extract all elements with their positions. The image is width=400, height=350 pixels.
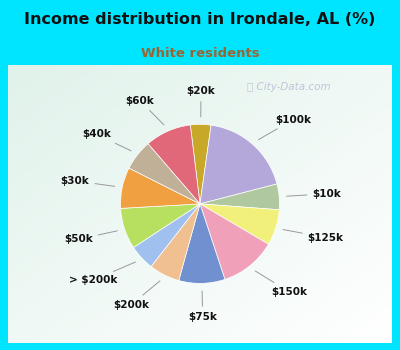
- Text: $40k: $40k: [82, 130, 131, 151]
- Text: $150k: $150k: [255, 271, 307, 297]
- Text: Ⓜ City-Data.com: Ⓜ City-Data.com: [246, 82, 330, 92]
- Text: $100k: $100k: [258, 115, 311, 140]
- Wedge shape: [200, 204, 279, 244]
- Wedge shape: [200, 184, 280, 210]
- Wedge shape: [151, 204, 200, 280]
- Wedge shape: [129, 144, 200, 204]
- Text: $30k: $30k: [61, 176, 115, 186]
- Text: $125k: $125k: [283, 230, 344, 243]
- Text: $20k: $20k: [187, 86, 215, 117]
- Text: Income distribution in Irondale, AL (%): Income distribution in Irondale, AL (%): [24, 12, 376, 27]
- Wedge shape: [121, 204, 200, 247]
- Text: > $200k: > $200k: [68, 262, 136, 285]
- Wedge shape: [120, 168, 200, 208]
- Text: $200k: $200k: [113, 281, 160, 310]
- Wedge shape: [200, 125, 277, 204]
- Text: $60k: $60k: [126, 96, 164, 125]
- Wedge shape: [148, 125, 200, 204]
- Wedge shape: [200, 204, 268, 279]
- Text: White residents: White residents: [141, 47, 259, 60]
- Wedge shape: [134, 204, 200, 266]
- Text: $10k: $10k: [287, 189, 341, 199]
- Text: $50k: $50k: [64, 231, 117, 244]
- Wedge shape: [179, 204, 225, 284]
- Text: $75k: $75k: [188, 291, 217, 322]
- Wedge shape: [190, 124, 211, 204]
